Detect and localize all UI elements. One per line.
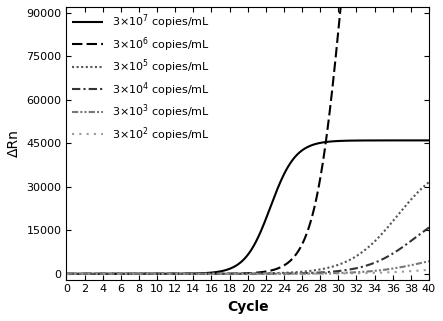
3×10$^2$ copies/mL	[349, 272, 354, 275]
3×10$^6$ copies/mL	[64, 272, 69, 276]
3×10$^3$ copies/mL	[82, 272, 88, 276]
3×10$^3$ copies/mL	[416, 262, 421, 265]
3×10$^7$ copies/mL	[230, 265, 236, 269]
3×10$^5$ copies/mL	[82, 272, 88, 276]
3×10$^4$ copies/mL	[416, 233, 421, 237]
3×10$^5$ copies/mL	[230, 272, 236, 276]
3×10$^2$ copies/mL	[230, 272, 236, 276]
3×10$^7$ copies/mL	[82, 272, 88, 276]
3×10$^7$ copies/mL	[240, 258, 245, 262]
3×10$^4$ copies/mL	[426, 226, 431, 230]
3×10$^5$ copies/mL	[240, 272, 245, 276]
3×10$^4$ copies/mL	[64, 272, 69, 276]
3×10$^6$ copies/mL	[82, 272, 88, 276]
3×10$^5$ copies/mL	[416, 190, 421, 194]
3×10$^4$ copies/mL	[230, 272, 236, 276]
3×10$^2$ copies/mL	[426, 268, 431, 272]
Line: 3×10$^2$ copies/mL: 3×10$^2$ copies/mL	[66, 270, 429, 274]
3×10$^2$ copies/mL	[64, 272, 69, 276]
3×10$^7$ copies/mL	[416, 138, 421, 142]
Line: 3×10$^7$ copies/mL: 3×10$^7$ copies/mL	[66, 140, 429, 274]
3×10$^5$ copies/mL	[426, 180, 431, 184]
3×10$^3$ copies/mL	[64, 272, 69, 276]
X-axis label: Cycle: Cycle	[227, 300, 268, 314]
3×10$^5$ copies/mL	[64, 272, 69, 276]
3×10$^4$ copies/mL	[349, 267, 354, 271]
3×10$^7$ copies/mL	[416, 138, 421, 142]
Line: 3×10$^6$ copies/mL: 3×10$^6$ copies/mL	[66, 0, 429, 274]
3×10$^4$ copies/mL	[240, 272, 245, 276]
3×10$^2$ copies/mL	[82, 272, 88, 276]
Line: 3×10$^5$ copies/mL: 3×10$^5$ copies/mL	[66, 182, 429, 274]
3×10$^3$ copies/mL	[416, 262, 421, 265]
Line: 3×10$^4$ copies/mL: 3×10$^4$ copies/mL	[66, 228, 429, 274]
3×10$^4$ copies/mL	[82, 272, 88, 276]
3×10$^2$ copies/mL	[416, 269, 421, 273]
Legend: 3×10$^7$ copies/mL, 3×10$^6$ copies/mL, 3×10$^5$ copies/mL, 3×10$^4$ copies/mL, : 3×10$^7$ copies/mL, 3×10$^6$ copies/mL, …	[70, 10, 212, 146]
3×10$^7$ copies/mL	[426, 138, 431, 142]
3×10$^3$ copies/mL	[230, 272, 236, 276]
3×10$^5$ copies/mL	[416, 190, 421, 194]
3×10$^7$ copies/mL	[64, 272, 69, 276]
3×10$^5$ copies/mL	[349, 257, 354, 261]
3×10$^2$ copies/mL	[240, 272, 245, 276]
3×10$^2$ copies/mL	[416, 269, 421, 273]
3×10$^6$ copies/mL	[230, 272, 236, 275]
3×10$^3$ copies/mL	[426, 259, 431, 263]
3×10$^4$ copies/mL	[416, 233, 421, 237]
Line: 3×10$^3$ copies/mL: 3×10$^3$ copies/mL	[66, 261, 429, 274]
3×10$^6$ copies/mL	[240, 272, 245, 275]
3×10$^3$ copies/mL	[349, 271, 354, 274]
3×10$^7$ copies/mL	[349, 139, 354, 143]
Y-axis label: ΔRn: ΔRn	[7, 129, 21, 157]
3×10$^3$ copies/mL	[240, 272, 245, 276]
